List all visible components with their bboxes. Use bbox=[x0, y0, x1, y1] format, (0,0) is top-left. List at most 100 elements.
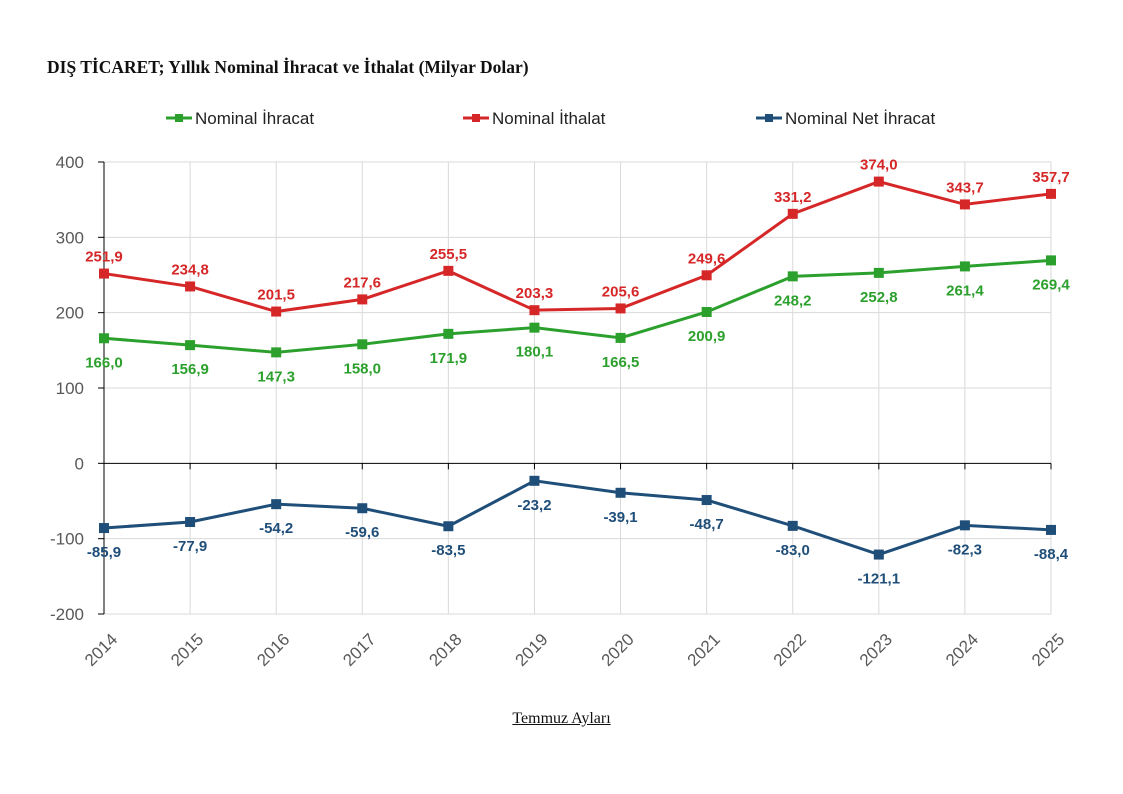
data-label: 357,7 bbox=[1032, 169, 1070, 186]
data-point bbox=[185, 340, 196, 351]
data-point bbox=[959, 520, 970, 531]
data-label: -83,5 bbox=[431, 542, 465, 559]
data-point bbox=[787, 271, 798, 282]
data-point bbox=[529, 322, 540, 333]
data-label: -121,1 bbox=[858, 571, 901, 588]
x-axis-label: Temmuz Ayları bbox=[512, 710, 611, 727]
data-point bbox=[529, 305, 540, 316]
data-point bbox=[873, 176, 884, 187]
data-label: 166,0 bbox=[85, 354, 123, 371]
data-label: 171,9 bbox=[430, 350, 468, 367]
data-label: 147,3 bbox=[257, 368, 295, 385]
data-point bbox=[701, 306, 712, 317]
data-point bbox=[615, 332, 626, 343]
data-label: -23,2 bbox=[517, 497, 551, 514]
x-tick-label: 2020 bbox=[598, 630, 638, 670]
chart-title: DIŞ TİCARET; Yıllık Nominal İhracat ve İ… bbox=[47, 57, 529, 77]
y-tick-label: 100 bbox=[56, 379, 84, 398]
x-tick-label: 2018 bbox=[425, 630, 465, 670]
data-point bbox=[357, 503, 368, 514]
data-point bbox=[787, 520, 798, 531]
data-label: 205,6 bbox=[602, 283, 640, 300]
data-label: -85,9 bbox=[87, 544, 121, 561]
data-label: 269,4 bbox=[1032, 276, 1070, 293]
data-point bbox=[443, 265, 454, 276]
data-label: 261,4 bbox=[946, 282, 984, 299]
x-tick-label: 2022 bbox=[770, 630, 810, 670]
data-label: 201,5 bbox=[257, 287, 295, 304]
data-point bbox=[443, 521, 454, 532]
data-label: 343,7 bbox=[946, 179, 984, 196]
x-tick-label: 2024 bbox=[942, 630, 982, 670]
data-point bbox=[185, 281, 196, 292]
x-tick-label: 2017 bbox=[339, 630, 379, 670]
data-point bbox=[271, 347, 282, 358]
data-point bbox=[99, 333, 109, 344]
data-point bbox=[873, 267, 884, 278]
data-label: 203,3 bbox=[516, 285, 554, 302]
data-label: 251,9 bbox=[85, 249, 123, 266]
data-point bbox=[1046, 255, 1056, 266]
data-point bbox=[443, 328, 454, 339]
data-label: 255,5 bbox=[430, 246, 468, 263]
data-point bbox=[1046, 524, 1056, 535]
data-label: -54,2 bbox=[259, 520, 293, 537]
data-point bbox=[271, 306, 282, 317]
data-label: 180,1 bbox=[516, 344, 554, 361]
data-label: 166,5 bbox=[602, 354, 640, 371]
legend-marker bbox=[175, 114, 183, 122]
data-point bbox=[185, 517, 196, 528]
data-point bbox=[701, 270, 712, 281]
x-tick-label: 2021 bbox=[684, 630, 724, 670]
data-point bbox=[701, 495, 712, 506]
data-label: -39,1 bbox=[603, 509, 637, 526]
data-point bbox=[787, 208, 798, 219]
data-point bbox=[959, 261, 970, 272]
legend-entry: Nominal Net İhracat bbox=[785, 109, 936, 128]
series-line-1 bbox=[103, 180, 1052, 314]
data-label: 200,9 bbox=[688, 328, 726, 345]
data-label: -59,6 bbox=[345, 524, 379, 541]
series-line-2 bbox=[103, 479, 1052, 557]
data-point bbox=[99, 523, 109, 534]
y-tick-label: -100 bbox=[50, 530, 84, 549]
data-point bbox=[99, 268, 109, 279]
data-point bbox=[615, 487, 626, 498]
data-label: -82,3 bbox=[948, 541, 982, 558]
data-label: 158,0 bbox=[343, 360, 381, 377]
data-label: 331,2 bbox=[774, 189, 812, 206]
data-label: 217,6 bbox=[343, 274, 381, 291]
x-tick-label: 2014 bbox=[81, 630, 121, 670]
series-line-0 bbox=[103, 258, 1052, 354]
data-label: -77,9 bbox=[173, 538, 207, 555]
data-label: 249,6 bbox=[688, 250, 726, 267]
y-tick-label: 300 bbox=[56, 228, 84, 247]
data-point bbox=[271, 499, 282, 510]
data-point bbox=[529, 475, 540, 486]
legend-entry: Nominal İhracat bbox=[195, 109, 314, 128]
data-label: -83,0 bbox=[776, 542, 810, 559]
data-point bbox=[959, 199, 970, 210]
data-label: 374,0 bbox=[860, 157, 898, 174]
data-label: 252,8 bbox=[860, 289, 898, 306]
y-tick-label: 200 bbox=[56, 304, 84, 323]
y-tick-label: 400 bbox=[56, 153, 84, 172]
y-tick-label: 0 bbox=[75, 454, 84, 473]
data-point bbox=[357, 294, 368, 305]
data-label: 248,2 bbox=[774, 292, 812, 309]
data-label: 156,9 bbox=[171, 361, 209, 378]
data-point bbox=[615, 303, 626, 314]
data-point bbox=[357, 339, 368, 350]
x-tick-label: 2016 bbox=[253, 630, 293, 670]
legend-entry: Nominal İthalat bbox=[492, 109, 606, 128]
data-label: -88,4 bbox=[1034, 546, 1069, 563]
x-tick-label: 2015 bbox=[167, 630, 207, 670]
legend-marker bbox=[765, 114, 773, 122]
y-tick-label: -200 bbox=[50, 605, 84, 624]
x-tick-label: 2019 bbox=[512, 630, 552, 670]
data-label: -48,7 bbox=[690, 516, 724, 533]
x-tick-label: 2023 bbox=[856, 630, 896, 670]
x-tick-label: 2025 bbox=[1028, 630, 1068, 670]
legend-marker bbox=[472, 114, 480, 122]
